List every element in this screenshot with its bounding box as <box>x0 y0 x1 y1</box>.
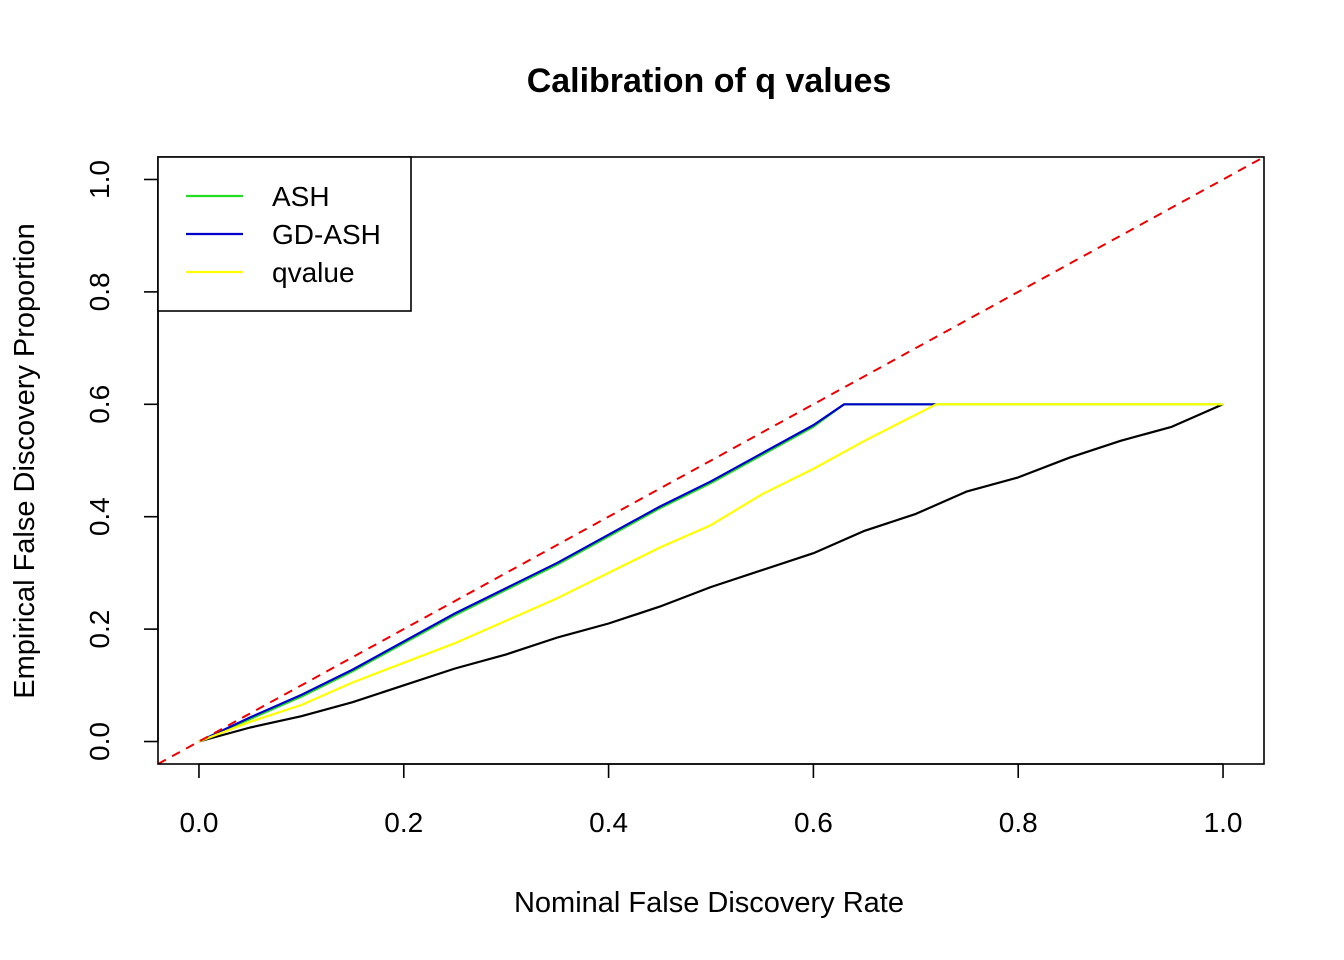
x-axis-label: Nominal False Discovery Rate <box>514 887 904 919</box>
legend-label: ASH <box>272 181 330 212</box>
series-layer <box>157 156 1265 765</box>
legend: ASH GD-ASH qvalue <box>157 156 412 312</box>
y-tick-label: 1.0 <box>84 160 115 199</box>
y-tick-label: 0.6 <box>84 385 115 424</box>
y-tick-label: 0.2 <box>84 610 115 649</box>
plot-frame <box>157 156 1265 765</box>
series-line-identity-reference <box>157 156 1265 765</box>
x-tick-label: 0.6 <box>794 807 833 838</box>
chart-title: Calibration of q values <box>527 62 892 100</box>
y-tick-label: 0.4 <box>84 497 115 536</box>
y-axis-label: Empirical False Discovery Proportion <box>9 223 41 698</box>
series-line-baseline <box>198 403 1224 743</box>
x-tick-label: 1.0 <box>1204 807 1243 838</box>
x-tick-label: 0.2 <box>384 807 423 838</box>
y-tick-label: 0.0 <box>84 722 115 761</box>
series-line-gd-ash <box>198 403 937 743</box>
y-tick-label: 0.8 <box>84 272 115 311</box>
x-tick-label: 0.8 <box>999 807 1038 838</box>
legend-label: GD-ASH <box>272 219 381 250</box>
x-tick-label: 0.0 <box>179 807 218 838</box>
series-line-qvalue <box>198 403 1223 743</box>
legend-items: ASH GD-ASH qvalue <box>186 181 381 288</box>
x-tick-label: 0.4 <box>589 807 628 838</box>
series-line-ash <box>198 403 1223 743</box>
legend-label: qvalue <box>272 257 355 288</box>
